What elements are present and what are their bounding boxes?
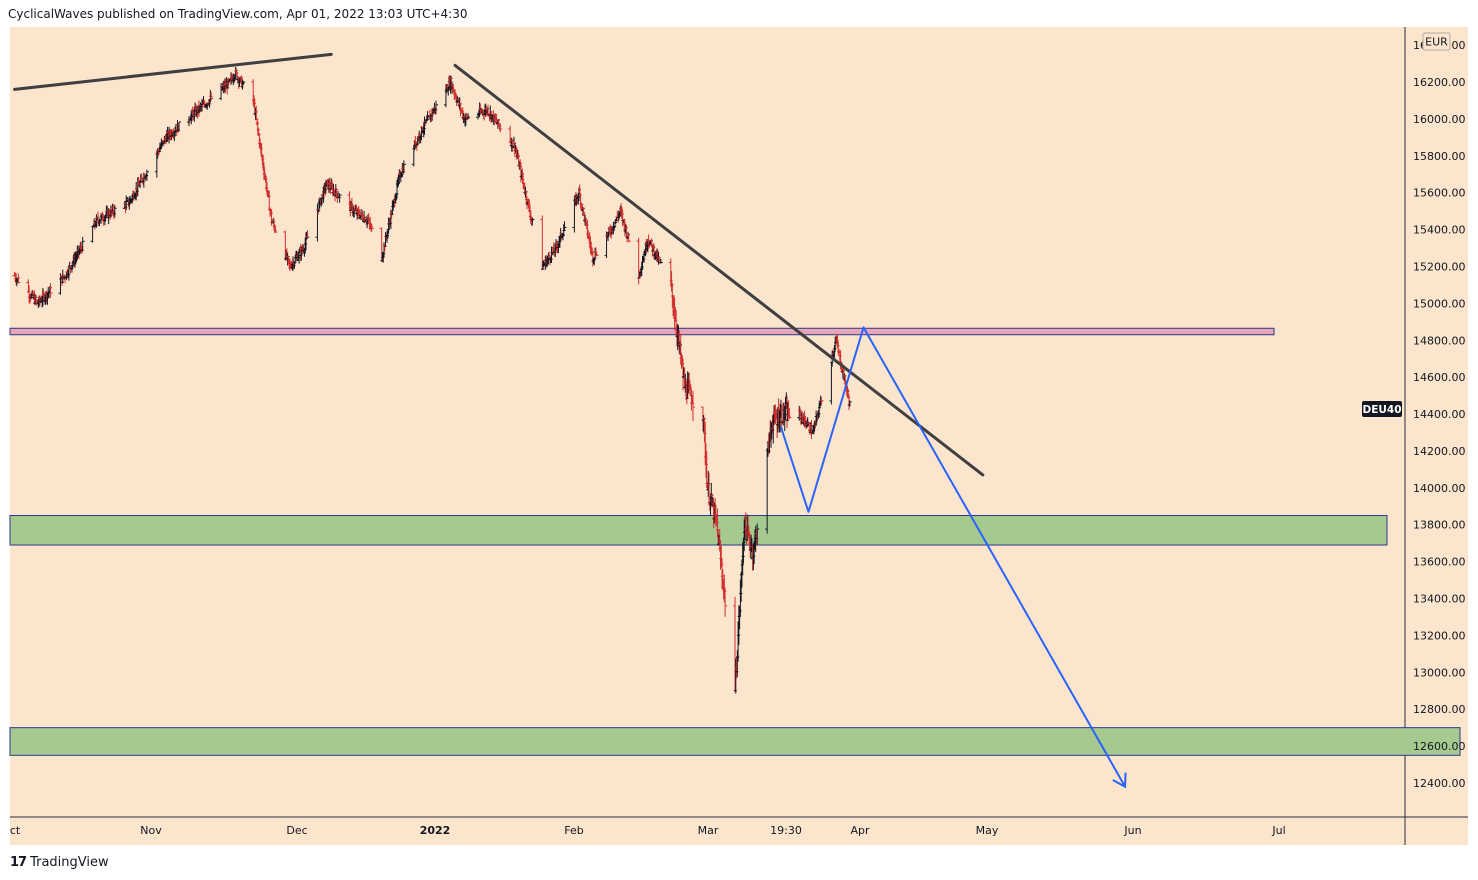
ohlc-bar <box>144 169 149 181</box>
ohlc-bar <box>594 251 599 257</box>
price-tick-label: 14800.00 <box>1413 334 1466 347</box>
time-tick-label: ct <box>10 824 21 837</box>
price-tick-label: 14200.00 <box>1413 445 1466 458</box>
footer-brand-text: TradingView <box>30 855 109 870</box>
ohlc-bar <box>562 221 567 232</box>
plot-background <box>10 27 1405 817</box>
ohlc-bar <box>819 397 824 406</box>
price-tick-label: 14000.00 <box>1413 482 1466 495</box>
zones-layer <box>9 327 1461 756</box>
ohlc-bars <box>12 66 852 694</box>
price-tick-label: 15600.00 <box>1413 187 1466 200</box>
price-tick-label: 15400.00 <box>1413 224 1466 237</box>
price-scale-background <box>1405 27 1468 817</box>
drawing-layer <box>13 52 1127 789</box>
price-tick-label: 14400.00 <box>1413 408 1466 421</box>
time-tick-label: Mar <box>698 824 719 837</box>
ohlc-bar <box>241 80 246 85</box>
price-tick-label: 15800.00 <box>1413 150 1466 163</box>
time-tick-label: Jul <box>1271 824 1285 837</box>
time-scale-background <box>10 817 1468 845</box>
support-zone-lower <box>9 727 1461 756</box>
price-tick-label: 12400.00 <box>1413 777 1466 790</box>
ohlc-bar <box>80 236 85 252</box>
time-tick-label: May <box>976 824 999 837</box>
publisher-caption: CyclicalWaves published on TradingView.c… <box>8 7 468 21</box>
projection-path <box>779 326 1126 788</box>
time-tick-label: Jun <box>1123 824 1141 837</box>
ohlc-bar <box>433 100 438 115</box>
time-tick-label: 2022 <box>420 824 451 837</box>
projection-arrowhead <box>1112 772 1127 789</box>
ohlc-bar <box>337 193 342 203</box>
time-tick-label: Feb <box>564 824 583 837</box>
ohlc-bar <box>787 408 792 420</box>
ohlc-bar <box>369 223 374 232</box>
ohlc-bar <box>723 588 728 617</box>
symbol-badge-box <box>1362 401 1402 417</box>
symbol-badge: DEU40 <box>1362 401 1402 417</box>
time-tick-label: Dec <box>286 824 307 837</box>
symbol-label: DEU40 <box>1362 404 1401 416</box>
time-tick-label: Nov <box>140 824 162 837</box>
time-axis[interactable]: ct Nov Dec 2022 Feb Mar 19:30 Apr May Jun Jul <box>10 824 1286 837</box>
price-tick-label: 16000.00 <box>1413 113 1466 126</box>
price-axis[interactable]: 12400.00 12600.00 12800.00 13000.00 13200.00… <box>1413 39 1466 790</box>
ohlc-bar <box>401 160 406 173</box>
ohlc-bar <box>112 204 117 218</box>
price-tick-label: 13400.00 <box>1413 593 1466 606</box>
ohlc-bar <box>16 273 21 284</box>
price-tick-label: 15000.00 <box>1413 297 1466 310</box>
ohlc-bar <box>626 233 631 243</box>
time-tick-label: Apr <box>850 824 870 837</box>
price-tick-label: 15200.00 <box>1413 260 1466 273</box>
currency-badge: EUR <box>1422 32 1451 51</box>
descending-trendline <box>453 63 985 477</box>
price-tick-label: 12800.00 <box>1413 703 1466 716</box>
ohlc-bar <box>498 123 503 133</box>
price-tick-label: 13600.00 <box>1413 556 1466 569</box>
price-tick-label: 14600.00 <box>1413 371 1466 384</box>
currency-badge-box <box>1422 32 1451 51</box>
footer-branding[interactable]: 17 TradingView <box>10 855 109 870</box>
ohlc-bar <box>658 258 663 264</box>
currency-label: EUR <box>1425 36 1448 49</box>
ohlc-bar <box>755 523 760 546</box>
price-tick-label: 12600.00 <box>1413 740 1466 753</box>
support-zone-upper <box>9 515 1388 546</box>
upper-channel-line <box>13 52 333 91</box>
ohlc-bar <box>48 283 53 298</box>
tradingview-logo-icon: 17 <box>10 855 27 870</box>
price-tick-label: 13200.00 <box>1413 629 1466 642</box>
ohlc-bar <box>690 390 695 422</box>
ohlc-bar <box>530 217 535 226</box>
ohlc-bar <box>305 230 310 238</box>
ohlc-bar <box>847 400 852 407</box>
time-tick-label: 19:30 <box>770 824 802 837</box>
ohlc-bar <box>273 226 278 233</box>
ohlc-bar <box>209 92 214 100</box>
resistance-zone <box>9 327 1275 336</box>
ohlc-bar <box>177 121 182 132</box>
ohlc-bar <box>466 113 471 120</box>
price-tick-label: 13000.00 <box>1413 666 1466 679</box>
price-tick-label: 13800.00 <box>1413 519 1466 532</box>
price-tick-label: 16200.00 <box>1413 76 1466 89</box>
